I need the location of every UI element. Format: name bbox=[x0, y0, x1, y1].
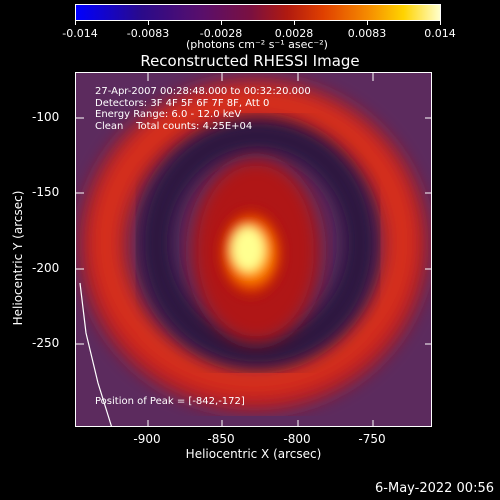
x-tick-label: -900 bbox=[133, 432, 161, 446]
y-tick-label: -200 bbox=[32, 261, 60, 275]
colorbar-tick-label: -0.0083 bbox=[126, 27, 170, 40]
y-axis-label: Heliocentric Y (arcsec) bbox=[11, 190, 25, 326]
colorbar-tick-label: -0.0028 bbox=[199, 27, 243, 40]
colorbar-tick bbox=[440, 21, 441, 25]
colorbar-tick-label: 0.0028 bbox=[274, 27, 314, 40]
info-line: 27-Apr-2007 00:28:48.000 to 00:32:20.000 bbox=[95, 86, 311, 97]
image-title: Reconstructed RHESSI Image bbox=[140, 52, 360, 70]
colorbar-tick bbox=[221, 21, 222, 25]
observation-info: 27-Apr-2007 00:28:48.000 to 00:32:20.000… bbox=[95, 86, 311, 132]
colorbar-tick-label: 0.0083 bbox=[347, 27, 387, 40]
info-line: Detectors: 3F 4F 5F 6F 7F 8F, Att 0 bbox=[95, 97, 270, 109]
colorbar-tick-label: -0.014 bbox=[62, 27, 98, 40]
colorbar-tick bbox=[294, 21, 295, 25]
colorbar-unit-label: (photons cm⁻² s⁻¹ asec⁻²) bbox=[186, 38, 328, 51]
x-tick-label: -750 bbox=[358, 432, 386, 446]
peak-position-label: Position of Peak = [-842,-172] bbox=[95, 396, 245, 407]
info-line: Clean Total counts: 4.25E+04 bbox=[95, 120, 253, 132]
y-tick-label: -100 bbox=[32, 110, 60, 124]
colorbar-tick bbox=[367, 21, 368, 25]
y-tick-label: -250 bbox=[32, 336, 60, 350]
colorbar-tick-label: 0.014 bbox=[424, 27, 456, 40]
rhessi-image-render bbox=[76, 73, 431, 426]
timestamp: 6-May-2022 00:56 bbox=[375, 481, 494, 496]
x-axis-label: Heliocentric X (arcsec) bbox=[185, 447, 322, 461]
info-line: Energy Range: 6.0 - 12.0 keV bbox=[95, 109, 242, 120]
colorbar bbox=[75, 4, 441, 21]
x-tick-label: -850 bbox=[207, 432, 235, 446]
rhessi-image bbox=[75, 72, 432, 427]
colorbar-tick bbox=[75, 21, 76, 25]
y-tick-label: -150 bbox=[32, 185, 60, 199]
colorbar-tick bbox=[148, 21, 149, 25]
x-tick-label: -800 bbox=[283, 432, 311, 446]
